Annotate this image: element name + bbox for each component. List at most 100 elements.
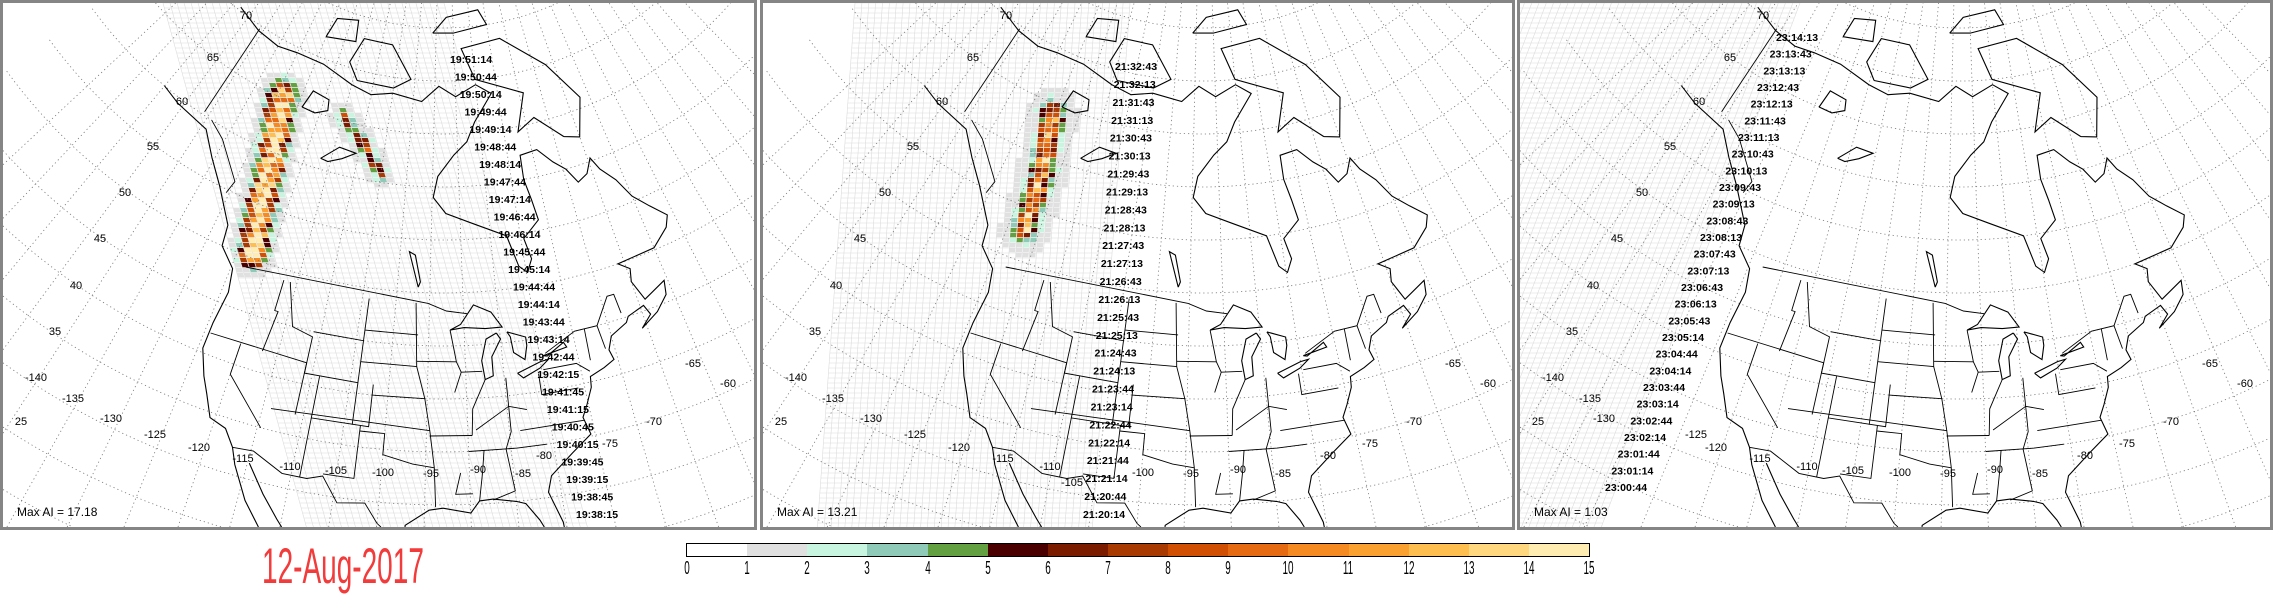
ai-cell bbox=[234, 238, 242, 243]
ai-cell bbox=[1031, 128, 1038, 133]
ai-cell bbox=[275, 208, 283, 213]
scan-timestamp: 21:31:43 bbox=[1112, 97, 1154, 109]
ai-cell bbox=[1050, 153, 1057, 158]
ai-cell bbox=[270, 218, 279, 223]
ai-cell bbox=[1012, 203, 1019, 208]
longitude-label: -115 bbox=[992, 453, 1013, 465]
ai-cell bbox=[367, 133, 375, 138]
ai-cell bbox=[1020, 188, 1027, 193]
ai-cell bbox=[237, 198, 246, 203]
latitude-label: 45 bbox=[94, 233, 106, 245]
longitude-label: -100 bbox=[372, 467, 394, 479]
scan-timestamp: 19:48:14 bbox=[479, 159, 521, 171]
ai-cell bbox=[272, 198, 281, 203]
scan-timestamp: 21:29:13 bbox=[1106, 186, 1148, 198]
ai-cell bbox=[1025, 118, 1032, 123]
longitude-label: -120 bbox=[188, 442, 210, 454]
scan-timestamp: 23:05:43 bbox=[1668, 315, 1710, 327]
ai-cell bbox=[1006, 193, 1013, 198]
ai-cell bbox=[1038, 218, 1046, 223]
ai-cell bbox=[352, 158, 361, 163]
ai-cell bbox=[240, 183, 248, 188]
ai-cell bbox=[285, 168, 294, 173]
ai-cell bbox=[1024, 128, 1031, 133]
ai-cell bbox=[235, 268, 244, 273]
ai-cell bbox=[332, 108, 340, 113]
ai-cell bbox=[1059, 113, 1067, 118]
ai-cell bbox=[257, 93, 266, 98]
scan-timestamp: 23:13:43 bbox=[1770, 49, 1812, 61]
ai-cell bbox=[1055, 173, 1063, 178]
ai-cell bbox=[287, 98, 295, 103]
ai-cell bbox=[337, 103, 346, 108]
ai-cell bbox=[1025, 203, 1033, 208]
ai-cell bbox=[1067, 98, 1075, 103]
ai-cell bbox=[277, 113, 285, 118]
ai-cell bbox=[291, 88, 300, 93]
graticule bbox=[3, 3, 754, 527]
ai-cell bbox=[354, 138, 363, 143]
ai-cell bbox=[290, 83, 298, 88]
ai-cell bbox=[274, 78, 283, 83]
ai-cell bbox=[996, 223, 1004, 228]
ai-cell bbox=[1032, 118, 1039, 123]
ai-cell bbox=[291, 138, 299, 143]
ai-cell bbox=[1033, 198, 1040, 203]
ai-cell bbox=[276, 213, 285, 218]
ai-cell bbox=[1051, 138, 1058, 143]
longitude-label: -105 bbox=[1061, 477, 1083, 489]
ai-cell bbox=[1040, 93, 1048, 98]
ai-cell bbox=[1032, 108, 1040, 113]
ai-cell bbox=[1028, 163, 1036, 168]
graticule-labels: 70 65 60 55 50 45 40 35 25 -140 -135 -130 -125 -120 -1… bbox=[15, 10, 736, 480]
longitude-label: -110 bbox=[279, 461, 300, 473]
ai-cell bbox=[1033, 93, 1041, 98]
colorbar-swatch bbox=[867, 544, 928, 556]
scan-timestamp: 23:09:13 bbox=[1713, 199, 1755, 211]
ai-cell bbox=[1045, 223, 1052, 228]
colorbar-tick-label: 8 bbox=[1165, 558, 1171, 578]
ai-cell bbox=[1046, 108, 1053, 113]
ai-cell bbox=[1049, 168, 1056, 173]
ai-cell bbox=[1050, 143, 1058, 148]
ai-cell bbox=[262, 83, 270, 88]
ai-cell bbox=[1042, 163, 1049, 168]
scan-timestamp: 19:51:14 bbox=[450, 54, 492, 66]
ai-cell bbox=[245, 228, 254, 233]
ai-cell bbox=[253, 153, 261, 158]
ai-cell bbox=[1060, 108, 1067, 113]
ai-cell bbox=[284, 163, 292, 168]
ai-cell bbox=[260, 78, 269, 83]
scan-timestamp: 19:50:44 bbox=[455, 72, 497, 84]
ai-cell bbox=[251, 173, 260, 178]
ai-cell bbox=[264, 118, 273, 123]
longitude-label: -75 bbox=[2119, 438, 2135, 450]
scan-timestamp: 23:00:44 bbox=[1605, 482, 1647, 494]
ai-cell bbox=[1037, 238, 1044, 243]
ai-cell bbox=[241, 238, 249, 243]
scan-timestamp: 21:29:43 bbox=[1107, 169, 1149, 181]
ai-cell bbox=[269, 83, 277, 88]
ai-cell bbox=[1045, 118, 1053, 123]
ai-cell bbox=[386, 178, 395, 183]
ai-cell bbox=[1037, 143, 1044, 148]
colorbar-swatch bbox=[927, 544, 988, 556]
ai-cell bbox=[244, 223, 252, 228]
ai-cell bbox=[341, 118, 350, 123]
ai-cell bbox=[1024, 133, 1031, 138]
ai-cell bbox=[1045, 123, 1052, 128]
ai-cell bbox=[246, 178, 254, 183]
ai-cell bbox=[1030, 233, 1038, 238]
ai-cell bbox=[349, 118, 357, 123]
ai-cell bbox=[249, 243, 258, 248]
ai-cell bbox=[1015, 248, 1023, 253]
ai-cell bbox=[256, 113, 264, 118]
ai-cell bbox=[1039, 108, 1047, 113]
ai-cell bbox=[241, 213, 250, 218]
ai-cell bbox=[253, 178, 261, 183]
ai-cell bbox=[1047, 93, 1054, 98]
ai-cell bbox=[273, 203, 282, 208]
ai-cell bbox=[1033, 98, 1040, 103]
scan-timestamp: 23:09:43 bbox=[1719, 182, 1761, 194]
scan-timestamp: 21:27:43 bbox=[1102, 240, 1144, 252]
